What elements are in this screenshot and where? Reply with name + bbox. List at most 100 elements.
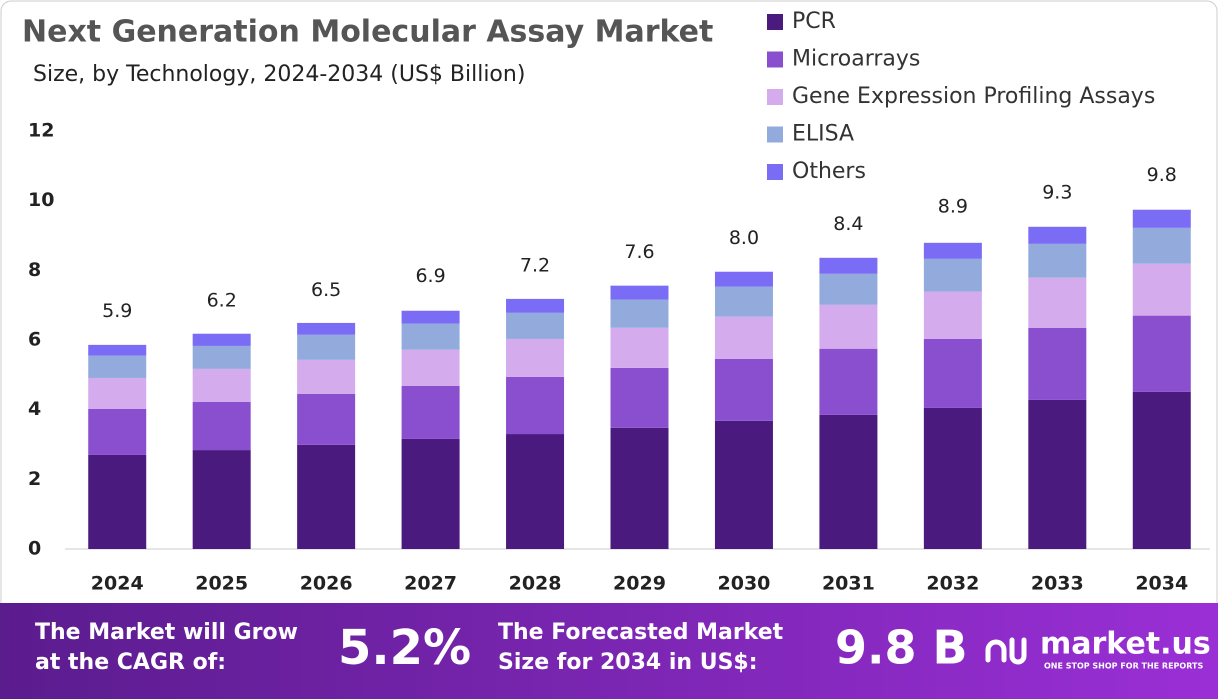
bar-segment [714,358,773,421]
footer-forecast-text: The Forecasted Market Size for 2034 in U… [498,620,784,675]
bar-segment [297,444,356,549]
bar-segment [88,454,147,549]
bar-segment [192,333,251,346]
bar-segment [297,322,356,335]
y-tick-label: 4 [28,398,41,420]
brand-name: market.us [1040,627,1211,662]
bar-segment [610,299,669,328]
bar-segment [192,345,251,369]
bar-segment [297,393,356,445]
bar-segment [1028,243,1087,278]
bar-segment [506,434,565,549]
bar-segment [714,286,773,317]
legend-swatch [767,89,783,105]
bar-segment [610,367,669,428]
bar-segment [1028,399,1087,549]
bar-segment [819,273,878,305]
bar-segment [401,385,460,439]
chart-subtitle: Size, by Technology, 2024-2034 (US$ Bill… [33,62,525,87]
bar-segment [714,420,773,549]
y-tick-label: 12 [28,120,54,142]
x-tick-label: 2029 [613,573,666,595]
bar-segment [297,334,356,360]
total-label: 6.9 [415,265,445,287]
bar-segment [506,338,565,377]
bar-segment [923,258,982,292]
total-label: 7.2 [520,255,550,277]
bar-segment [506,376,565,435]
bar-segment [819,348,878,415]
footer-forecast-text-box: The Forecasted Market Size for 2034 in U… [498,620,784,675]
bar-segment [610,285,669,300]
bar-segment [610,427,669,549]
bar-segment [1132,263,1191,316]
footer-cagr: 5.2% [338,620,471,676]
bar-segment [192,450,251,549]
bar-segment [610,327,669,368]
total-label: 6.2 [207,290,237,312]
footer-forecast: 9.8 B [835,621,968,675]
bar-segment [401,310,460,324]
y-tick-label: 8 [28,259,41,281]
bar-segment [923,242,982,259]
bar-segment [297,359,356,394]
logo-mark [985,637,1027,665]
legend-label: PCR [792,9,836,34]
total-label: 8.9 [938,195,968,217]
footer-cagr-text-box: The Market will Grow at the CAGR of: [35,620,298,675]
bar-segment [923,338,982,408]
total-label: 9.8 [1147,164,1177,186]
footer-cagr-text: The Market will Grow at the CAGR of: [35,620,298,675]
bar-segment [923,407,982,549]
x-tick-label: 2034 [1135,573,1188,595]
bar-segment [88,355,147,378]
footer-banner [0,603,1218,699]
y-tick-label: 6 [28,329,41,351]
bar-segment [401,323,460,350]
total-label: 8.4 [833,213,863,235]
bar-segment [506,312,565,339]
total-label: 9.3 [1042,182,1072,204]
y-tick-label: 10 [28,189,54,211]
bar-segment [1132,227,1191,264]
bar-segment [401,438,460,549]
bar-segment [1028,277,1087,328]
brand-logo [985,637,1027,665]
x-tick-label: 2025 [195,573,248,595]
bar-segment [192,368,251,403]
bar-segment [1132,315,1191,392]
total-label: 5.9 [102,300,132,322]
brand-tagline: ONE STOP SHOP FOR THE REPORTS [1044,662,1203,671]
bar-segment [923,291,982,339]
x-tick-label: 2027 [404,573,457,595]
bar-segment [506,298,565,313]
legend-swatch [767,164,783,180]
x-tick-label: 2024 [91,573,144,595]
total-label: 8.0 [729,227,759,249]
bar-segment [1132,391,1191,549]
bar-segment [819,414,878,549]
bar-segment [192,402,251,451]
total-label: 6.5 [311,279,341,301]
x-tick-label: 2031 [822,573,875,595]
x-tick-label: 2032 [926,573,979,595]
bar-segment [1028,327,1087,400]
legend-swatch [767,14,783,30]
x-tick-label: 2033 [1031,573,1084,595]
x-tick-label: 2030 [718,573,771,595]
x-tick-label: 2026 [300,573,353,595]
bar-segment [88,377,147,409]
legend-label: Gene Expression Profiling Assays [792,84,1155,109]
bar-segment [714,271,773,287]
bar-segment [401,349,460,386]
x-tick-label: 2028 [509,573,562,595]
legend-label: Others [792,159,866,184]
y-tick-label: 0 [28,538,41,560]
chart-title: Next Generation Molecular Assay Market [22,15,713,50]
legend-label: ELISA [792,122,854,147]
bar-segment [819,304,878,349]
legend-swatch [767,51,783,68]
bar-segment [819,257,878,274]
bar-segment [88,344,147,356]
